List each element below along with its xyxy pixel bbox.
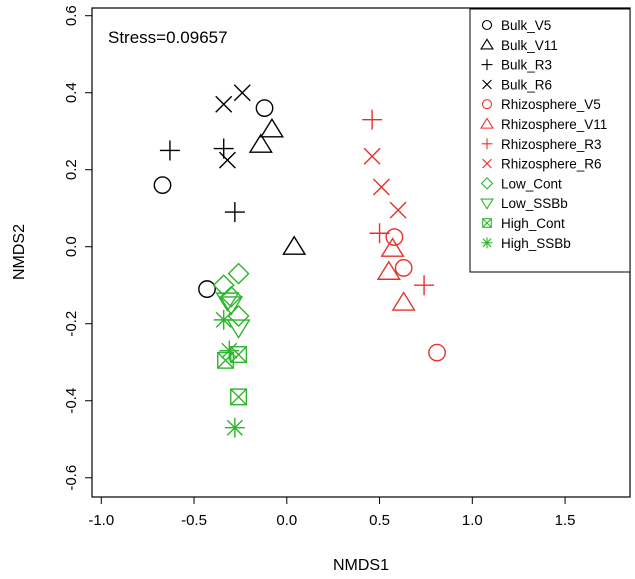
point-rhizosphere-r3 <box>362 109 383 130</box>
point-bulk-v11 <box>282 235 307 255</box>
x-axis: -1.0 -0.5 0.0 0.5 1.0 1.5 <box>88 497 575 529</box>
legend-label: High_Cont <box>501 216 565 231</box>
point-bulk-v5 <box>198 280 216 298</box>
legend-marker <box>482 79 492 90</box>
x-tick-label: 1.0 <box>462 512 483 529</box>
legend-item-rhizosphere-r3: Rhizosphere_R3 <box>481 137 602 152</box>
point-rhizosphere-r3 <box>369 223 390 244</box>
legend-item-high-ssbb: High_SSBb <box>481 236 571 251</box>
point-rhizosphere-r6 <box>363 147 381 165</box>
legend-item-bulk-r3: Bulk_R3 <box>481 58 552 73</box>
legend-marker <box>482 218 492 228</box>
y-tick-label: -0.4 <box>63 388 80 414</box>
legend-item-rhizosphere-v5: Rhizosphere_V5 <box>481 97 601 112</box>
y-axis: -0.6 -0.4 -0.2 0.0 0.2 0.4 0.6 <box>63 5 92 491</box>
x-axis-label: NMDS1 <box>333 557 389 574</box>
point-rhizosphere-r6 <box>389 201 407 219</box>
point-low-cont <box>212 274 235 297</box>
legend-item-bulk-v5: Bulk_V5 <box>481 18 551 33</box>
point-high-ssbb <box>213 309 234 330</box>
legend-item-low-ssbb: Low_SSBb <box>480 196 568 211</box>
y-tick-label: -0.6 <box>63 465 80 491</box>
legend-label: Bulk_V5 <box>501 18 551 33</box>
point-rhizosphere-v11 <box>391 291 416 311</box>
legend-label: Rhizosphere_R3 <box>501 137 602 152</box>
y-tick-label: 0.2 <box>63 159 80 180</box>
legend-label: Low_SSBb <box>501 196 568 211</box>
legend-marker <box>481 59 493 71</box>
point-rhizosphere-r6 <box>372 178 390 196</box>
y-tick-label: 0.4 <box>63 82 80 103</box>
point-low-ssbb <box>219 296 244 316</box>
point-low-cont <box>227 305 250 328</box>
point-low-cont <box>227 262 250 285</box>
point-bulk-r3 <box>224 202 245 223</box>
point-bulk-r6 <box>215 95 233 113</box>
legend-item-high-cont: High_Cont <box>482 216 565 231</box>
legend-marker <box>480 177 494 190</box>
point-rhizosphere-r3 <box>414 275 435 296</box>
point-bulk-r6 <box>218 151 236 169</box>
point-bulk-v5 <box>153 176 172 195</box>
stress-annotation: Stress=0.09657 <box>108 28 228 47</box>
legend-label: Rhizosphere_V5 <box>501 97 601 112</box>
data-points <box>153 84 446 438</box>
y-axis-label: NMDS2 <box>11 224 28 280</box>
point-bulk-r6 <box>233 84 251 102</box>
legend-marker <box>480 117 494 129</box>
point-high-ssbb <box>219 340 240 361</box>
y-tick-label: 0.6 <box>63 5 80 26</box>
x-tick-label: 0.0 <box>276 512 297 529</box>
point-rhizosphere-v11 <box>376 260 401 280</box>
legend-marker <box>481 237 493 249</box>
point-bulk-r3 <box>213 138 234 159</box>
point-bulk-v5 <box>255 99 274 118</box>
legend-marker <box>480 198 494 210</box>
point-high-cont <box>230 388 248 406</box>
point-rhizosphere-v5 <box>428 343 446 362</box>
y-tick-label: 0.0 <box>63 236 80 257</box>
y-tick-label: -0.2 <box>63 311 80 337</box>
legend-label: High_SSBb <box>501 236 571 251</box>
x-tick-label: -1.0 <box>88 512 114 529</box>
point-bulk-v11 <box>259 117 285 138</box>
point-bulk-v11 <box>248 133 273 153</box>
x-tick-label: 1.5 <box>555 512 576 529</box>
x-tick-label: -0.5 <box>181 512 207 529</box>
legend-box <box>469 8 631 273</box>
point-high-cont <box>230 346 248 364</box>
point-high-ssbb <box>224 417 245 438</box>
legend-marker <box>481 99 493 110</box>
legend-item-bulk-v11: Bulk_V11 <box>480 38 558 53</box>
point-bulk-r3 <box>159 140 180 161</box>
legend: Bulk_V5 Bulk_V11 Bulk_R3 Bulk_R6 Rhizosphere… <box>480 18 607 251</box>
legend-label: Rhizosphere_V11 <box>501 117 607 132</box>
point-rhizosphere-v11 <box>380 237 405 257</box>
point-rhizosphere-v5 <box>394 259 413 277</box>
legend-item-bulk-r6: Bulk_R6 <box>482 77 552 92</box>
legend-label: Bulk_V11 <box>501 38 558 53</box>
point-rhizosphere-v5 <box>385 228 404 246</box>
legend-label: Low_Cont <box>501 176 562 191</box>
x-tick-label: 0.5 <box>369 512 390 529</box>
legend-item-low-cont: Low_Cont <box>480 176 562 191</box>
legend-label: Bulk_R6 <box>501 77 552 92</box>
legend-marker <box>481 138 493 150</box>
legend-label: Bulk_R3 <box>501 58 552 73</box>
legend-marker <box>480 38 494 50</box>
legend-item-rhizosphere-r6: Rhizosphere_R6 <box>482 157 602 172</box>
legend-marker <box>481 19 493 31</box>
point-low-ssbb <box>226 319 251 339</box>
point-low-ssbb <box>215 292 240 312</box>
legend-label: Rhizosphere_R6 <box>501 157 602 172</box>
legend-item-rhizosphere-v11: Rhizosphere_V11 <box>480 117 607 132</box>
legend-marker <box>482 158 492 169</box>
